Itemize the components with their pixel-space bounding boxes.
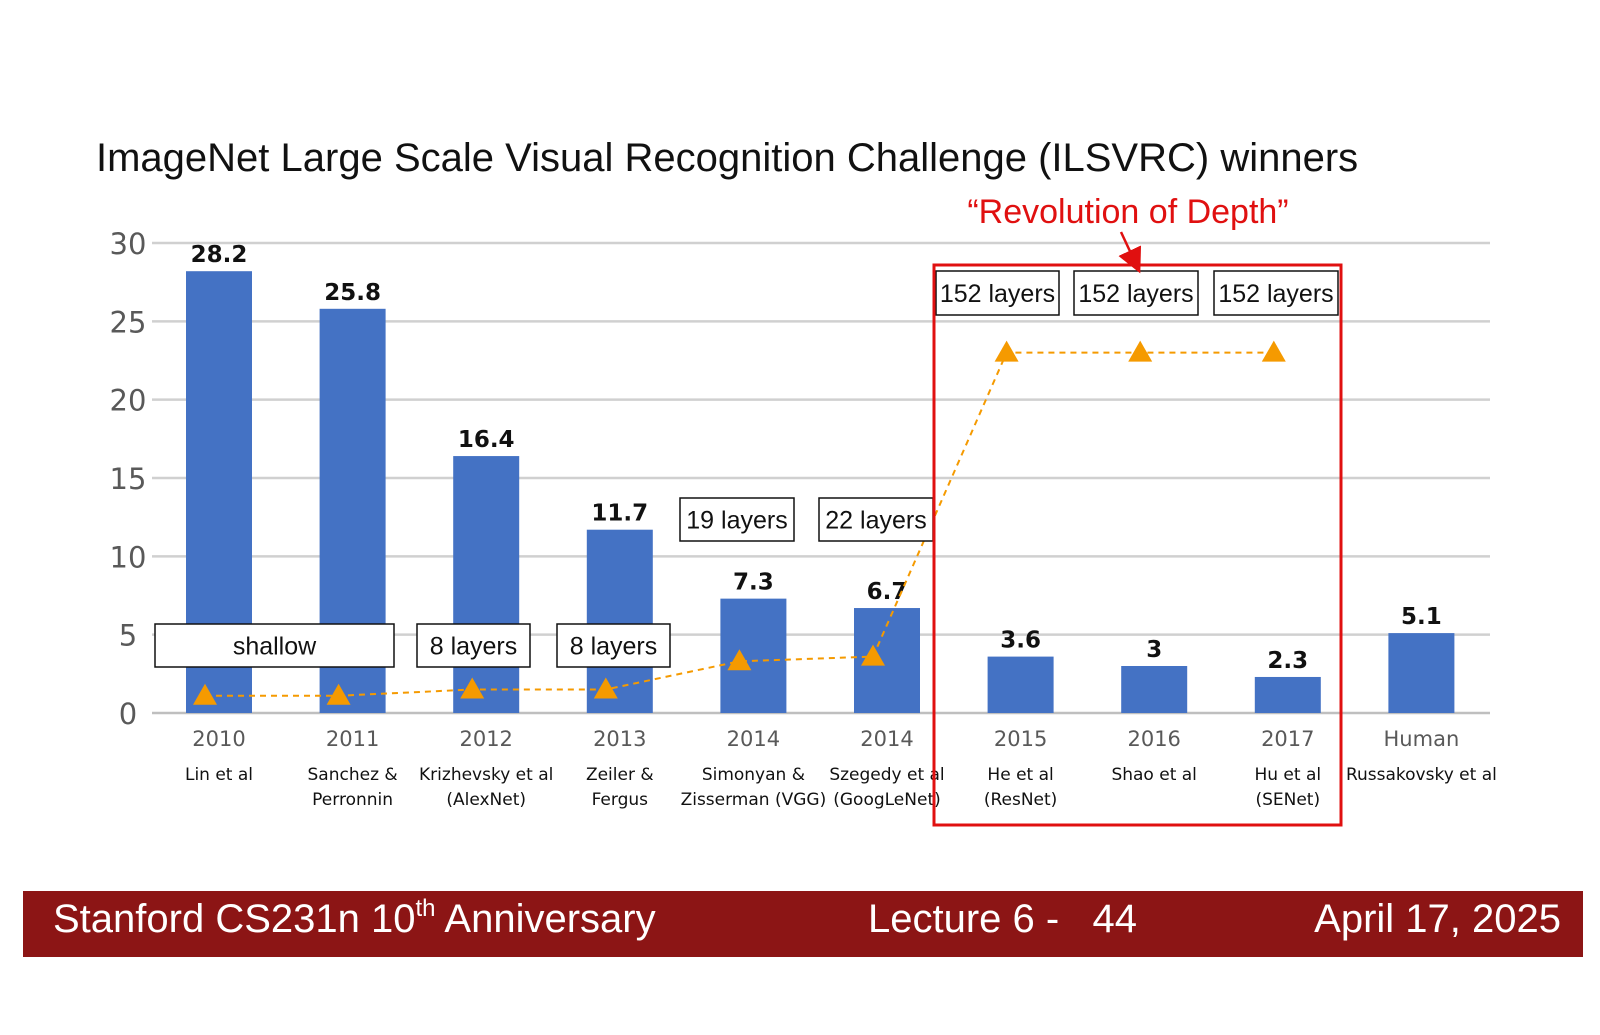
- author-label: Fergus: [592, 790, 649, 810]
- author-label: Perronnin: [312, 790, 393, 810]
- highlight-arrow: [1118, 231, 1142, 274]
- layer-count-label: 152 layers: [935, 270, 1060, 316]
- x-tick-label: 2017: [1261, 727, 1314, 751]
- depth-marker: [1261, 340, 1286, 362]
- course-subtitle: Anniversary: [435, 897, 656, 941]
- bar: [1254, 676, 1321, 713]
- bar: [1121, 666, 1188, 713]
- depth-marker: [326, 683, 351, 705]
- depth-series: [193, 340, 1286, 705]
- y-tick-label: 5: [119, 619, 137, 653]
- depth-marker: [593, 677, 618, 699]
- bar-value-label: 3: [1146, 637, 1162, 663]
- author-label: Lin et al: [185, 765, 253, 785]
- bar: [1388, 633, 1455, 713]
- layer-label-box: [154, 623, 395, 668]
- author-label: He et al: [987, 765, 1053, 785]
- author-label: Krizhevsky et al: [419, 765, 553, 785]
- layer-count-label: 152 layers: [1073, 270, 1199, 316]
- author-label: (AlexNet): [446, 790, 526, 810]
- author-label: Russakovsky et al: [1346, 765, 1497, 785]
- x-tick-label: 2011: [326, 727, 379, 751]
- y-axis: 0 5 10 15 20 25 30: [110, 227, 147, 731]
- depth-marker: [727, 649, 752, 671]
- y-tick-label: 0: [119, 697, 137, 731]
- layer-label-box: [679, 497, 795, 542]
- y-tick-label: 15: [110, 462, 147, 496]
- bar-value-label: 25.8: [324, 280, 381, 306]
- layer-label-text: 8 layers: [570, 633, 658, 661]
- layer-label-box: [556, 623, 671, 668]
- layer-count-label: 8 layers: [556, 623, 671, 668]
- bar: [586, 529, 653, 713]
- bar-value-label: 7.3: [733, 570, 774, 596]
- layer-count-label: 152 layers: [1213, 270, 1339, 316]
- author-label: Sanchez &: [308, 765, 398, 785]
- author-label: Hu et al: [1254, 765, 1321, 785]
- depth-marker: [460, 677, 485, 699]
- bar-value-label: 28.2: [191, 242, 248, 268]
- x-tick-label: Human: [1384, 727, 1460, 751]
- revolution-highlight: “Revolution of Depth”: [932, 193, 1343, 827]
- x-tick-label: 2016: [1127, 727, 1180, 751]
- depth-marker: [861, 644, 885, 666]
- layer-label-text: shallow: [233, 633, 317, 661]
- bar-value-label: 2.3: [1267, 648, 1308, 674]
- bar-value-label: 16.4: [458, 427, 515, 453]
- layer-count-label: shallow: [154, 623, 395, 668]
- layer-count-label: 19 layers: [679, 497, 795, 542]
- x-tick-label: 2014: [860, 727, 913, 751]
- ilsvrc-chart: ImageNet Large Scale Visual Recognition …: [96, 136, 1497, 827]
- layer-label-box: [935, 270, 1060, 316]
- x-tick-label: 2013: [593, 727, 646, 751]
- depth-marker: [1128, 340, 1153, 362]
- bar: [453, 456, 520, 713]
- lecture-date: April 17, 2025: [1314, 897, 1561, 941]
- highlight-label: “Revolution of Depth”: [967, 193, 1288, 231]
- x-tick-label: 2015: [994, 727, 1047, 751]
- author-label: (SENet): [1255, 790, 1320, 810]
- x-tick-label: 2014: [727, 727, 780, 751]
- bar: [720, 598, 787, 713]
- bar: [987, 656, 1054, 713]
- footer-bar: Stanford CS231n 10th Anniversary Lecture…: [23, 891, 1583, 957]
- bar-value-label: 11.7: [591, 501, 648, 527]
- course-title: Stanford CS231n 10: [53, 897, 416, 941]
- layer-label-box: [1213, 270, 1339, 316]
- ordinal-suffix: th: [415, 895, 436, 922]
- author-label: Szegedy et al: [829, 765, 944, 785]
- layer-label-box: [416, 623, 531, 668]
- layer-label-text: 152 layers: [940, 280, 1055, 308]
- author-label: (ResNet): [984, 790, 1057, 810]
- depth-marker: [193, 683, 217, 705]
- bar-value-label: 3.6: [1000, 628, 1041, 654]
- layer-count-label: 8 layers: [416, 623, 531, 668]
- y-tick-label: 10: [110, 540, 147, 574]
- layer-label-text: 8 layers: [430, 633, 518, 661]
- author-label: Simonyan &: [702, 765, 805, 785]
- author-label: Zeiler &: [586, 765, 654, 785]
- y-tick-label: 25: [110, 305, 147, 339]
- author-label: Shao et al: [1111, 765, 1196, 785]
- y-tick-label: 20: [110, 384, 147, 418]
- author-label: (GoogLeNet): [833, 790, 941, 810]
- layer-label-text: 22 layers: [825, 507, 926, 535]
- layer-count-label: 22 layers: [818, 497, 934, 542]
- author-label: Zisserman (VGG): [681, 790, 827, 810]
- y-tick-label: 30: [110, 227, 147, 261]
- layer-label-text: 19 layers: [686, 507, 787, 535]
- depth-marker: [994, 340, 1019, 362]
- layer-label-text: 152 layers: [1078, 280, 1193, 308]
- chart-title: ImageNet Large Scale Visual Recognition …: [96, 136, 1358, 180]
- course-name: Stanford CS231n 10th Anniversary: [53, 895, 656, 942]
- layer-label-box: [818, 497, 934, 542]
- bar-value-label: 5.1: [1401, 604, 1442, 630]
- depth-line: [205, 351, 1274, 697]
- x-axis: 2010 Lin et al 2011 Sanchez & Perronnin 2012 K…: [185, 727, 1497, 810]
- x-tick-label: 2012: [459, 727, 512, 751]
- lecture-number: Lecture 6 - 44: [868, 897, 1138, 941]
- x-tick-label: 2010: [192, 727, 245, 751]
- layer-label-text: 152 layers: [1218, 280, 1333, 308]
